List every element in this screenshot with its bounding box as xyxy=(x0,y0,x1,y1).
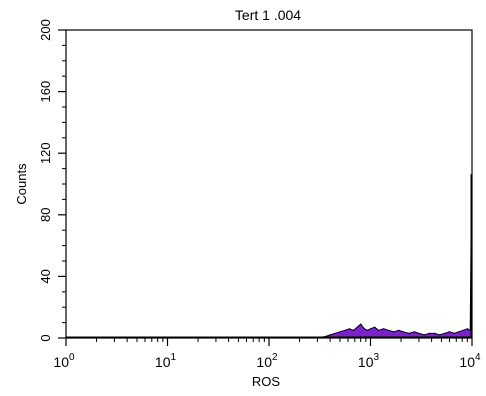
histogram-point xyxy=(423,334,425,336)
histogram-point xyxy=(453,332,455,334)
y-tick-label: 0 xyxy=(38,334,53,341)
histogram-point xyxy=(428,332,430,334)
x-tick-label: 103 xyxy=(358,352,380,370)
histogram-point xyxy=(352,329,355,331)
histogram-point xyxy=(339,331,341,333)
histogram-point xyxy=(356,326,358,328)
histogram-point xyxy=(444,332,446,334)
histogram-point xyxy=(408,332,410,334)
y-tick-label: 200 xyxy=(38,19,53,41)
histogram-point xyxy=(393,331,395,333)
histogram-point xyxy=(434,332,436,334)
histogram-point xyxy=(377,329,380,331)
histogram-point xyxy=(334,332,336,334)
histogram-point xyxy=(324,335,327,338)
histogram-point xyxy=(466,328,468,330)
x-tick-label: 100 xyxy=(53,352,75,370)
histogram-point xyxy=(462,329,464,331)
histogram-point xyxy=(369,328,372,330)
y-axis-label: Counts xyxy=(14,163,29,205)
y-tick-label: 80 xyxy=(38,208,53,222)
x-tick-label: 101 xyxy=(155,352,177,370)
histogram-point xyxy=(360,323,362,325)
histogram-series-0 xyxy=(319,174,473,338)
x-axis-label: ROS xyxy=(252,374,281,389)
histogram-point xyxy=(367,329,369,331)
chart-title: Tert 1 .004 xyxy=(235,7,301,23)
histogram-point xyxy=(458,331,460,333)
histogram-point xyxy=(329,334,331,336)
histogram-point xyxy=(439,334,441,336)
y-tick-label: 120 xyxy=(38,142,53,164)
histogram-point xyxy=(469,329,471,331)
histogram-point xyxy=(418,332,420,334)
histogram-point xyxy=(374,326,376,328)
plot-area xyxy=(66,174,473,338)
histogram-point xyxy=(413,331,415,333)
histogram-point xyxy=(387,329,389,331)
x-tick-label: 102 xyxy=(256,352,278,370)
histogram-point xyxy=(348,328,350,330)
histogram-point xyxy=(383,328,385,330)
histogram-point xyxy=(398,329,400,331)
histogram-point xyxy=(402,331,404,333)
y-tick-label: 40 xyxy=(38,269,53,283)
y-axis: 0 40 80 120 160 200 xyxy=(38,19,66,342)
y-tick-label: 160 xyxy=(38,81,53,103)
x-tick-label: 104 xyxy=(459,352,481,370)
histogram-point xyxy=(363,328,365,330)
histogram-point xyxy=(448,331,451,333)
x-axis: 100 101 102 103 104 xyxy=(53,338,481,370)
histogram-point xyxy=(344,329,346,331)
plot-frame xyxy=(65,29,473,339)
